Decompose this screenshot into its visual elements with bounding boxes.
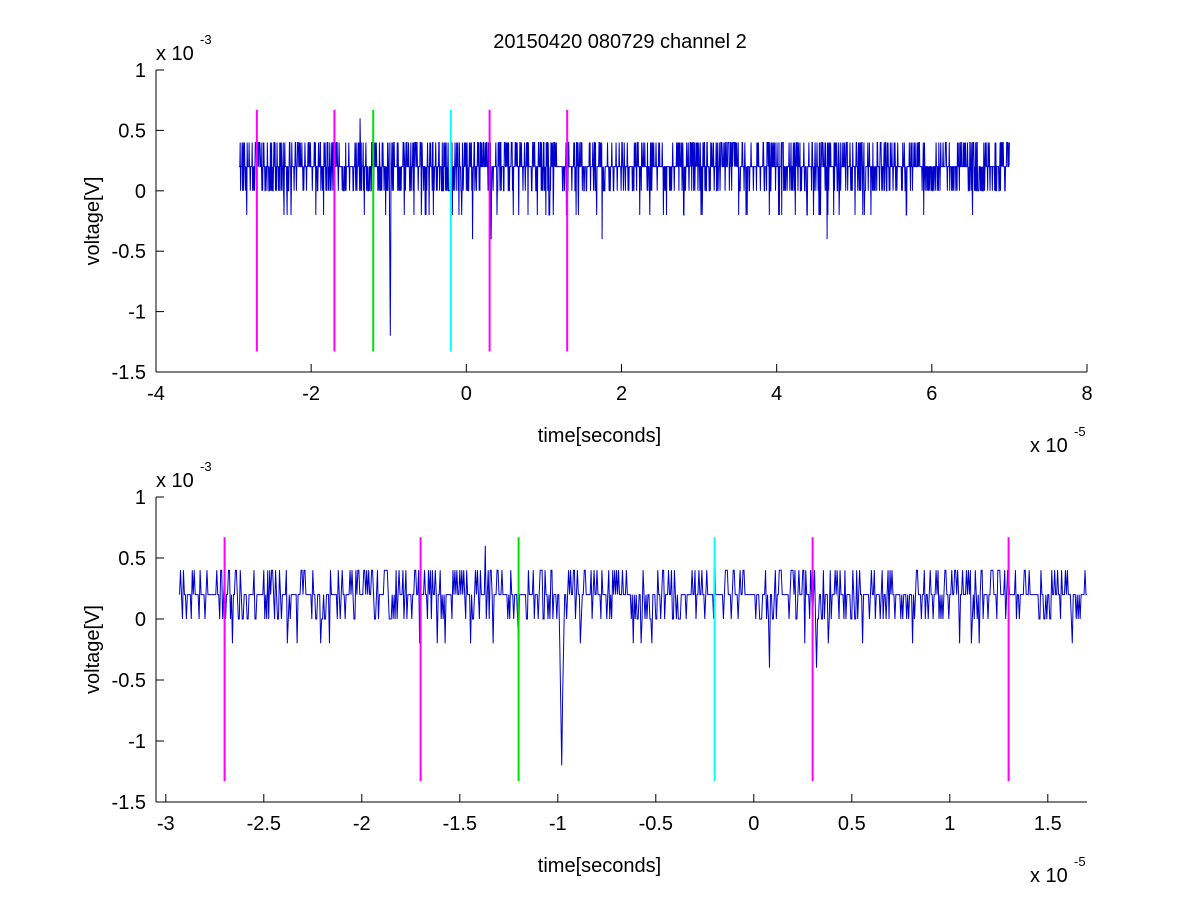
x-tick-label: -1.5 (443, 813, 477, 835)
y-exponent-power: -3 (200, 459, 212, 474)
y-tick-label: 0.5 (118, 548, 146, 570)
x-tick-label: 0 (748, 813, 759, 835)
x-tick-label: -4 (147, 383, 165, 405)
y-tick-label: -1.5 (112, 362, 146, 384)
y-tick-label: -0.5 (112, 670, 146, 692)
x-tick-label: 0 (461, 383, 472, 405)
y-tick-label: 0 (135, 609, 146, 631)
y-exponent-label: x 10 (156, 43, 194, 65)
signal-trace (239, 118, 1010, 336)
x-tick-label: -2 (302, 383, 320, 405)
x-tick-label: 4 (771, 383, 782, 405)
x-tick-label: 2 (616, 383, 627, 405)
x-axis-label: time[seconds] (538, 855, 661, 877)
x-tick-label: 6 (926, 383, 937, 405)
x-tick-label: 1 (944, 813, 955, 835)
x-tick-label: 8 (1081, 383, 1092, 405)
y-tick-label: -0.5 (112, 241, 146, 263)
x-tick-label: -1 (549, 813, 567, 835)
x-tick-label: -2.5 (247, 813, 281, 835)
y-tick-label: 0 (135, 181, 146, 203)
x-tick-label: -0.5 (639, 813, 673, 835)
y-tick-label: -1 (128, 731, 146, 753)
signal-trace (179, 545, 1087, 766)
y-axis-label: voltage[V] (82, 605, 104, 694)
x-exponent-power: -5 (1074, 424, 1086, 439)
x-tick-label: -2 (353, 813, 371, 835)
y-tick-label: -1 (128, 302, 146, 324)
figure-title: 20150420 080729 channel 2 (493, 31, 747, 53)
x-exponent-power: -5 (1074, 854, 1086, 869)
plots-group: -1.5 -1 -0.5 0 0.5 1 -4 -2 0 2 4 6 8 time[seconds] vol… (82, 32, 1093, 887)
x-exponent-label: x 10 (1030, 865, 1068, 887)
x-tick-label: 1.5 (1034, 813, 1062, 835)
x-exponent-label: x 10 (1030, 435, 1068, 457)
x-tick-label: 0.5 (838, 813, 866, 835)
y-exponent-power: -3 (200, 32, 212, 47)
y-tick-label: 1 (135, 487, 146, 509)
chart-1: -1.5 -1 -0.5 0 0.5 1 -4 -2 0 2 4 6 8 time[seconds] vol… (82, 32, 1093, 457)
y-tick-label: 1 (135, 60, 146, 82)
y-exponent-label: x 10 (156, 470, 194, 492)
y-tick-label: 0.5 (118, 120, 146, 142)
x-tick-label: -3 (157, 813, 175, 835)
x-axis-label: time[seconds] (538, 425, 661, 447)
chart-2: -1.5 -1 -0.5 0 0.5 1 -3 -2.5 -2 -1.5 -1 -0.5 0 0.5 1 1.… (82, 459, 1087, 887)
y-tick-label: -1.5 (112, 792, 146, 814)
y-axis-label: voltage[V] (82, 177, 104, 266)
